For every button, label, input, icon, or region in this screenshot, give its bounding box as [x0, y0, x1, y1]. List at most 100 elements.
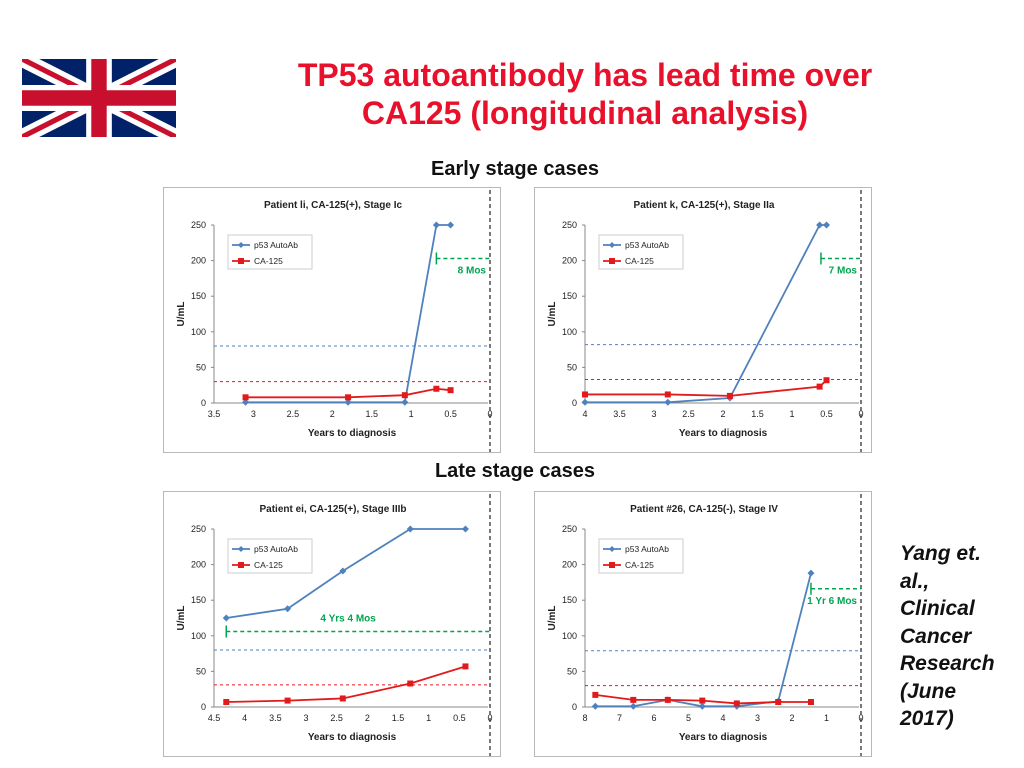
p53-data-point: [222, 614, 230, 622]
p53-data-point: [581, 398, 589, 406]
ca125-data-point: [339, 695, 346, 702]
ca125-data-point: [284, 697, 291, 704]
y-tick-label: 250: [562, 220, 577, 230]
x-tick-label: 3: [755, 713, 760, 723]
y-axis-label: U/mL: [547, 302, 558, 327]
y-tick-label: 50: [567, 362, 577, 372]
x-axis-label: Years to diagnosis: [308, 428, 397, 439]
p53-data-point: [339, 567, 347, 575]
chart-panel-patient-26: Patient #26, CA-125(-), Stage IV 0 50 100 15…: [534, 491, 872, 757]
ca125-data-point: [816, 383, 823, 390]
chart-title: Patient k, CA-125(+), Stage IIa: [634, 200, 775, 211]
x-tick-label: 4: [582, 409, 587, 419]
ca125-data-point: [726, 392, 733, 399]
legend-ca125-label: CA-125: [254, 560, 283, 570]
y-tick-label: 250: [562, 524, 577, 534]
legend-ca125-marker: [609, 258, 615, 264]
line-chart: Patient ei, CA-125(+), Stage IIIb 0 50 100 1…: [176, 494, 493, 756]
ca125-data-point: [733, 700, 740, 707]
chart-title: Patient ei, CA-125(+), Stage IIIb: [260, 504, 407, 515]
x-tick-label: 2: [330, 409, 335, 419]
x-tick-label: 2.5: [287, 409, 300, 419]
x-tick-label: 0.5: [820, 409, 833, 419]
x-tick-label: 1.5: [751, 409, 764, 419]
p53-data-point: [807, 569, 815, 577]
x-tick-label: 3: [251, 409, 256, 419]
x-tick-label: 3: [651, 409, 656, 419]
p53-data-point: [823, 221, 830, 229]
chart-panel-patient-li: Patient li, CA-125(+), Stage Ic 0 50 100 150…: [163, 187, 501, 453]
lead-time-label: 7 Mos: [829, 265, 858, 276]
p53-data-point: [629, 702, 637, 710]
p53-data-point: [242, 398, 250, 406]
y-tick-label: 100: [191, 631, 206, 641]
y-tick-label: 200: [191, 256, 206, 266]
ca125-data-point: [664, 391, 671, 398]
title-line-2: CA125 (longitudinal analysis): [361, 95, 809, 131]
x-tick-label: 0.5: [453, 713, 466, 723]
ca125-data-point: [664, 696, 671, 703]
x-tick-label: 7: [617, 713, 622, 723]
title-line-1: TP53 autoantibody has lead time over: [297, 57, 873, 93]
x-tick-label: 1: [426, 713, 431, 723]
lead-time-label: 4 Yrs 4 Mos: [320, 614, 376, 625]
p53-data-point: [664, 398, 672, 406]
x-tick-label: 3.5: [613, 409, 626, 419]
legend-ca125-marker: [609, 562, 615, 568]
line-chart: Patient k, CA-125(+), Stage IIa 0 50 100 150…: [547, 190, 864, 452]
legend-p53-label: p53 AutoAb: [254, 544, 298, 554]
x-tick-label: 4.5: [208, 713, 221, 723]
x-tick-label: 1: [824, 713, 829, 723]
y-tick-label: 50: [196, 362, 206, 372]
y-axis-label: U/mL: [176, 302, 187, 327]
p53-data-point: [401, 398, 409, 406]
legend-ca125-label: CA-125: [625, 256, 654, 266]
legend-p53-label: p53 AutoAb: [625, 240, 669, 250]
y-tick-label: 50: [567, 666, 577, 676]
x-tick-label: 1.5: [392, 713, 405, 723]
ca125-data-point: [345, 394, 352, 401]
reference-line: 2017): [900, 707, 954, 730]
reference-line: (June: [900, 679, 957, 703]
line-chart: Patient #26, CA-125(-), Stage IV 0 50 100 15…: [547, 494, 864, 756]
y-tick-label: 100: [562, 631, 577, 641]
legend-p53-marker: [238, 546, 244, 552]
y-tick-label: 0: [572, 702, 577, 712]
line-chart: Patient li, CA-125(+), Stage Ic 0 50 100 150…: [176, 190, 493, 452]
chart-panel-patient-k: Patient k, CA-125(+), Stage IIa 0 50 100 150…: [534, 187, 872, 453]
x-tick-label: 4: [720, 713, 725, 723]
legend-p53-label: p53 AutoAb: [625, 544, 669, 554]
ca125-data-point: [823, 377, 830, 384]
ca125-data-point: [447, 387, 454, 394]
y-tick-label: 200: [562, 256, 577, 266]
x-tick-label: 1.5: [365, 409, 378, 419]
x-tick-label: 2.5: [682, 409, 695, 419]
y-tick-label: 150: [562, 595, 577, 605]
chart-title: Patient #26, CA-125(-), Stage IV: [630, 504, 778, 515]
x-tick-label: 4: [242, 713, 247, 723]
page-title: TP53 autoantibody has lead time over CA1…: [220, 56, 950, 132]
ca125-data-point: [699, 697, 706, 704]
x-tick-label: 6: [651, 713, 656, 723]
x-tick-label: 2: [789, 713, 794, 723]
chart-panel-patient-ei: Patient ei, CA-125(+), Stage IIIb 0 50 100 1…: [163, 491, 501, 757]
late-stage-heading: Late stage cases: [434, 460, 596, 482]
reference-citation: Yang et. al., Clinical Cancer Research (…: [900, 540, 1020, 733]
y-tick-label: 50: [196, 666, 206, 676]
ca125-data-point: [592, 691, 599, 698]
lead-time-label: 1 Yr 6 Mos: [807, 596, 857, 607]
x-tick-label: 3.5: [208, 409, 221, 419]
p53-data-point: [816, 221, 824, 229]
x-tick-label: 2: [365, 713, 370, 723]
ca125-data-point: [433, 385, 440, 392]
y-tick-label: 150: [191, 291, 206, 301]
reference-line: Clinical: [900, 597, 975, 620]
y-tick-label: 200: [191, 560, 206, 570]
x-tick-label: 3.5: [269, 713, 282, 723]
legend-ca125-label: CA-125: [625, 560, 654, 570]
reference-line: Yang et.: [900, 542, 981, 565]
x-axis-label: Years to diagnosis: [679, 428, 768, 439]
legend-ca125-marker: [238, 258, 244, 264]
y-tick-label: 150: [562, 291, 577, 301]
p53-data-point: [461, 525, 469, 533]
